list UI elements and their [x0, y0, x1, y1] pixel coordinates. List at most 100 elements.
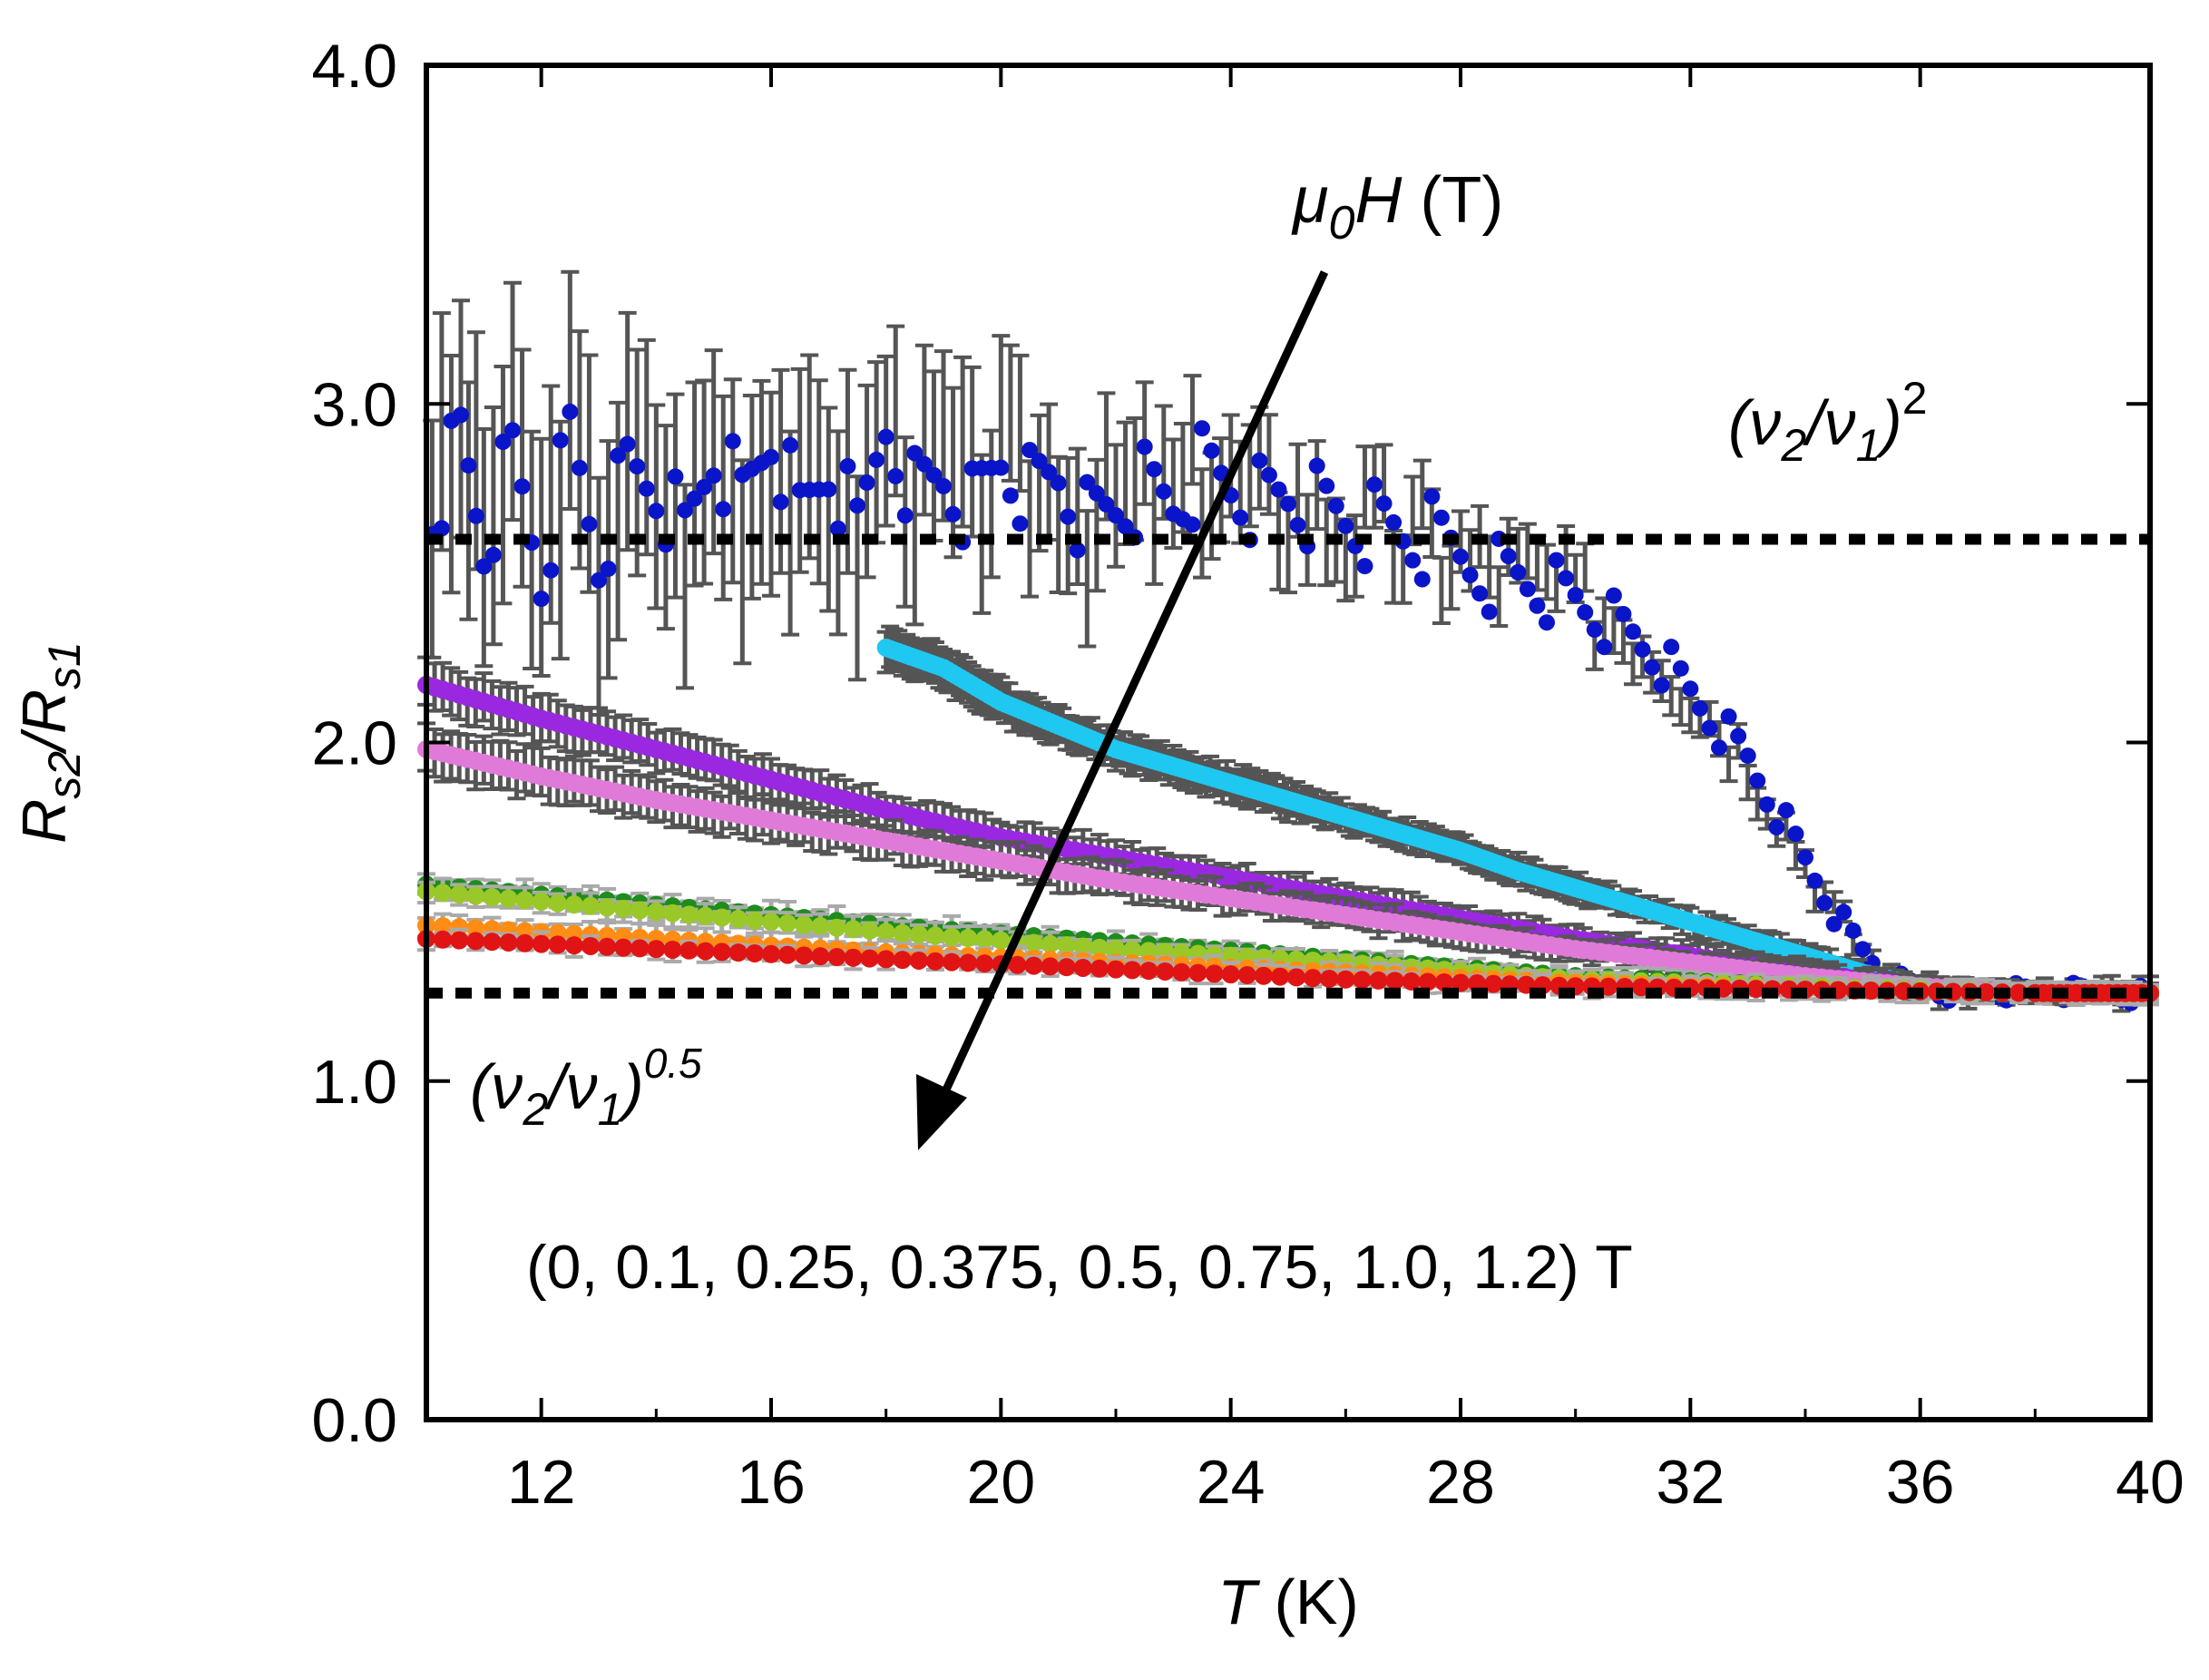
data-point [1327, 497, 1344, 514]
data-point [647, 903, 666, 922]
data-point [1079, 474, 1096, 491]
data-point [513, 478, 531, 495]
data-point [1854, 941, 1872, 958]
data-point [1481, 603, 1498, 620]
data-point [1318, 477, 1335, 494]
data-point [1797, 849, 1813, 866]
data-point [1615, 605, 1632, 622]
data-point [906, 444, 924, 462]
data-point [1088, 484, 1105, 502]
data-point [663, 903, 682, 923]
data-point [1777, 802, 1794, 819]
data-point [598, 898, 617, 917]
data-point [548, 894, 567, 913]
data-point [1232, 509, 1249, 526]
data-point [896, 507, 914, 524]
data-point [1844, 922, 1862, 939]
data-point [1567, 586, 1584, 603]
data-point [667, 468, 684, 485]
data-point [1012, 515, 1029, 532]
data-point [975, 930, 994, 949]
data-point [1529, 597, 1546, 614]
data-point [450, 884, 469, 903]
data-point [1510, 563, 1527, 581]
data-point [1041, 934, 1060, 953]
data-point [844, 920, 863, 939]
data-point [434, 884, 453, 903]
data-point [1203, 442, 1220, 459]
data-point [1404, 552, 1422, 569]
data-point [1432, 509, 1450, 526]
data-point [1672, 659, 1689, 677]
data-point [1194, 420, 1210, 437]
data-point [1155, 483, 1172, 500]
data-point [1644, 659, 1661, 676]
data-point [925, 466, 943, 483]
data-point [1366, 476, 1383, 493]
data-point [1172, 943, 1191, 962]
data-point [839, 457, 856, 474]
data-point [909, 925, 928, 944]
data-point [1787, 825, 1804, 843]
data-point [782, 436, 799, 454]
data-point [1682, 680, 1699, 698]
data-point [1663, 639, 1680, 656]
data-point [515, 891, 534, 910]
data-point [1653, 677, 1670, 694]
data-point [600, 560, 617, 577]
data-point [679, 905, 699, 924]
data-point [935, 477, 952, 494]
data-point [1031, 453, 1048, 470]
data-point [868, 451, 885, 468]
data-point [715, 501, 732, 518]
data-point [1270, 481, 1287, 498]
data-point [1146, 461, 1163, 478]
data-point [992, 931, 1011, 950]
data-point [696, 478, 713, 495]
data-point [1806, 872, 1823, 889]
data-point [763, 448, 779, 465]
data-point [629, 458, 646, 475]
data-point [581, 515, 598, 532]
data-point [552, 432, 569, 449]
data-point [724, 433, 741, 450]
data-point [1413, 571, 1431, 588]
data-point [887, 467, 904, 484]
data-point [581, 896, 600, 915]
data-point [610, 447, 627, 464]
data-point [619, 435, 636, 453]
data-point [1825, 915, 1842, 933]
data-point [1423, 488, 1441, 505]
data-point [434, 917, 453, 936]
data-point [1701, 719, 1718, 737]
data-point [1139, 942, 1158, 961]
data-point [745, 911, 764, 930]
data-point [466, 886, 485, 905]
data-point [1539, 614, 1555, 631]
data-point [728, 910, 748, 929]
data-point [494, 434, 512, 451]
data-point [811, 917, 830, 936]
data-point [562, 403, 579, 420]
data-point [1280, 495, 1296, 513]
data-point [860, 921, 879, 940]
data-point [1452, 548, 1469, 565]
data-point [1002, 487, 1019, 504]
data-point [849, 497, 865, 514]
data-point [1577, 604, 1594, 621]
data-point [484, 546, 502, 563]
data-point [1090, 938, 1109, 957]
data-point [1123, 941, 1142, 960]
data-point [1251, 452, 1268, 469]
data-point [1835, 903, 1852, 921]
data-point [467, 507, 484, 524]
data-point [959, 929, 978, 948]
data-point [1739, 747, 1756, 765]
data-point [1625, 623, 1641, 640]
data-point [1073, 937, 1092, 956]
data-point [1758, 796, 1775, 813]
data-point [499, 889, 518, 908]
data-point [1041, 464, 1058, 481]
data-point [1289, 516, 1306, 533]
